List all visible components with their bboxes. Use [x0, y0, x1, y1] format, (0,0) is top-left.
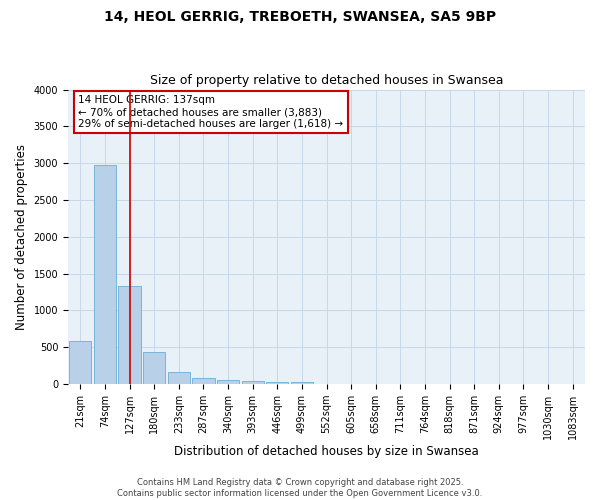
Text: 14 HEOL GERRIG: 137sqm
← 70% of detached houses are smaller (3,883)
29% of semi-: 14 HEOL GERRIG: 137sqm ← 70% of detached… [79, 96, 343, 128]
Y-axis label: Number of detached properties: Number of detached properties [15, 144, 28, 330]
Bar [118, 286, 140, 384]
Text: Contains HM Land Registry data © Crown copyright and database right 2025.
Contai: Contains HM Land Registry data © Crown c… [118, 478, 482, 498]
Bar [242, 382, 264, 384]
Title: Size of property relative to detached houses in Swansea: Size of property relative to detached ho… [150, 74, 503, 87]
Text: 14, HEOL GERRIG, TREBOETH, SWANSEA, SA5 9BP: 14, HEOL GERRIG, TREBOETH, SWANSEA, SA5 … [104, 10, 496, 24]
Bar [291, 382, 313, 384]
Bar [94, 166, 116, 384]
Bar [69, 340, 91, 384]
Bar [143, 352, 165, 384]
Bar [193, 378, 215, 384]
Bar [168, 372, 190, 384]
Bar [266, 382, 289, 384]
Bar [217, 380, 239, 384]
X-axis label: Distribution of detached houses by size in Swansea: Distribution of detached houses by size … [174, 444, 479, 458]
